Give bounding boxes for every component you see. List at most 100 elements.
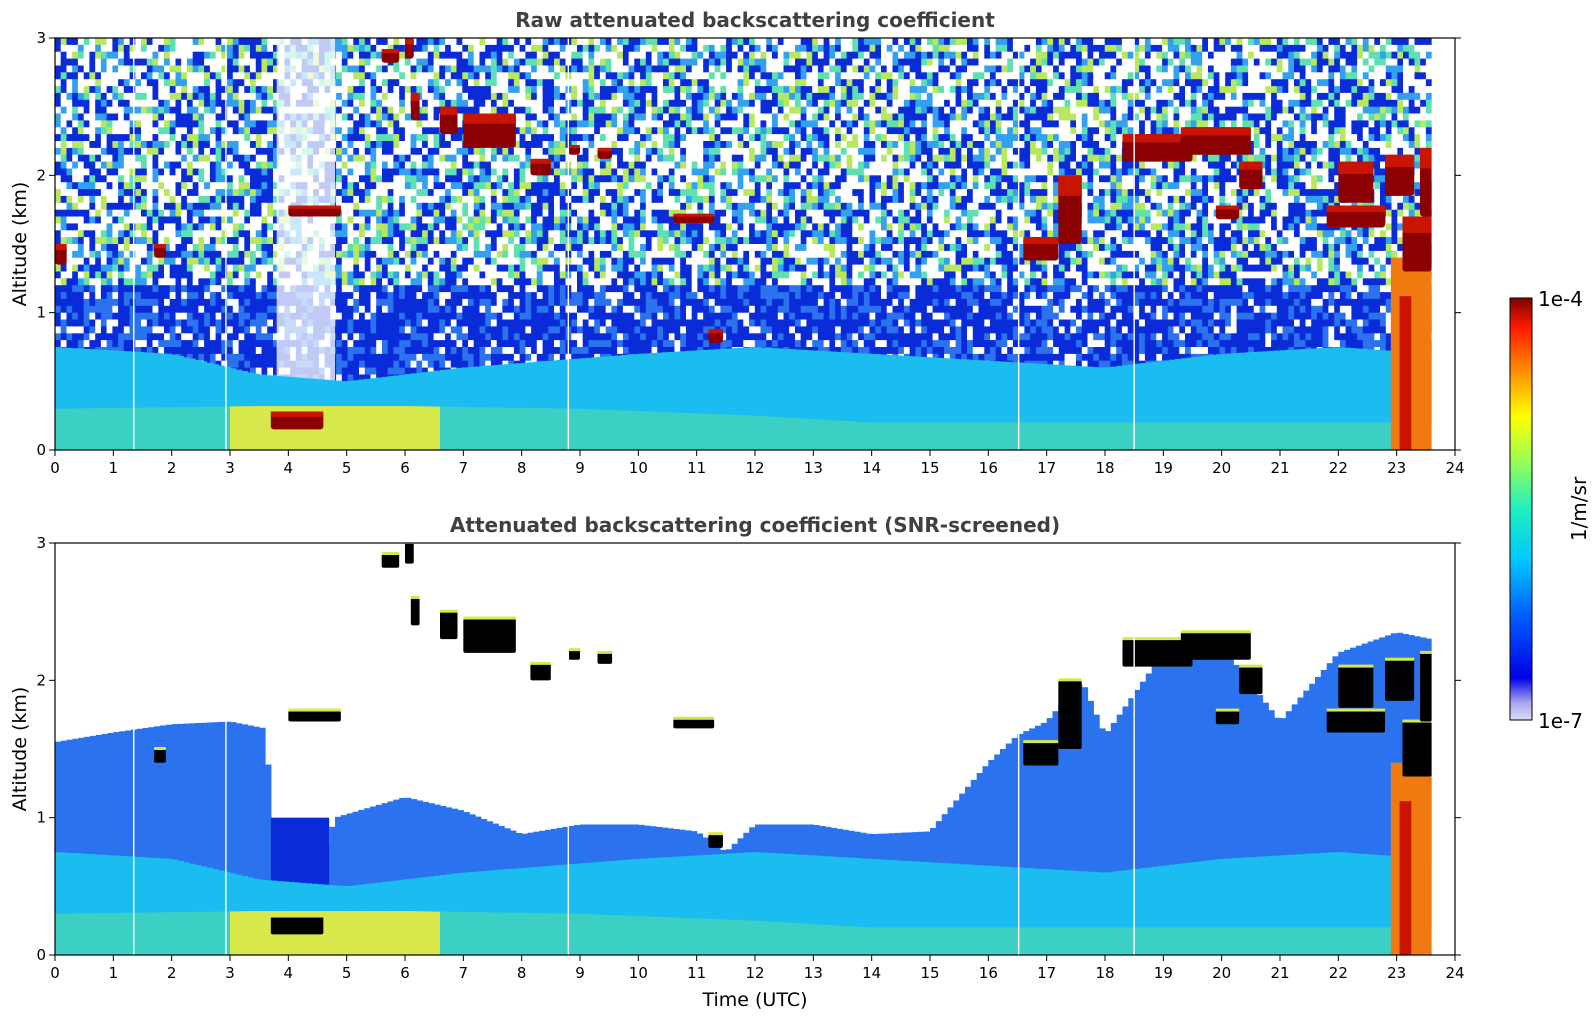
noise-cell bbox=[153, 72, 159, 80]
noise-cell bbox=[388, 292, 394, 300]
noise-cell bbox=[382, 148, 388, 156]
noise-cell bbox=[164, 299, 170, 307]
noise-cell bbox=[491, 59, 497, 67]
noise-cell bbox=[141, 100, 147, 108]
noise-cell bbox=[130, 292, 136, 300]
noise-cell bbox=[198, 196, 204, 204]
noise-cell bbox=[84, 148, 90, 156]
noise-cell bbox=[170, 347, 176, 355]
noise-cell bbox=[348, 313, 354, 321]
noise-cell bbox=[525, 66, 531, 74]
noise-cell bbox=[141, 210, 147, 218]
noise-cell bbox=[520, 148, 526, 156]
noise-cell bbox=[399, 326, 405, 334]
noise-cell bbox=[187, 347, 193, 355]
noise-cell bbox=[416, 66, 422, 74]
noise-cell bbox=[457, 223, 463, 231]
noise-cell bbox=[153, 59, 159, 67]
noise-cell bbox=[210, 93, 216, 101]
noise-cell bbox=[502, 100, 508, 108]
noise-cell bbox=[468, 100, 474, 108]
noise-cell bbox=[147, 313, 153, 321]
noise-cell bbox=[107, 52, 113, 60]
noise-cell bbox=[468, 278, 474, 286]
noise-cell bbox=[428, 333, 434, 341]
noise-cell bbox=[112, 223, 118, 231]
noise-cell bbox=[491, 299, 497, 307]
noise-cell bbox=[147, 320, 153, 328]
noise-cell bbox=[130, 127, 136, 135]
noise-cell bbox=[451, 79, 457, 87]
noise-cell bbox=[520, 299, 526, 307]
noise-cell bbox=[514, 306, 520, 314]
noise-cell bbox=[428, 59, 434, 67]
noise-cell bbox=[262, 333, 268, 341]
noise-cell bbox=[107, 45, 113, 53]
noise-cell bbox=[342, 320, 348, 328]
noise-cell bbox=[124, 203, 130, 211]
noise-cell bbox=[457, 285, 463, 293]
noise-cell bbox=[95, 79, 101, 87]
noise-cell bbox=[164, 114, 170, 122]
noise-cell bbox=[239, 347, 245, 355]
noise-cell bbox=[480, 326, 486, 334]
noise-cell bbox=[382, 217, 388, 225]
noise-cell bbox=[193, 72, 199, 80]
noise-cell bbox=[130, 189, 136, 197]
noise-cell bbox=[95, 86, 101, 94]
noise-cell bbox=[158, 86, 164, 94]
noise-cell bbox=[61, 141, 67, 149]
noise-cell bbox=[359, 72, 365, 80]
noise-cell bbox=[371, 292, 377, 300]
noise-cell bbox=[451, 265, 457, 273]
noise-cell bbox=[485, 59, 491, 67]
noise-cell bbox=[348, 237, 354, 245]
noise-cell bbox=[89, 230, 95, 238]
noise-cell bbox=[525, 93, 531, 101]
noise-cell bbox=[216, 169, 222, 177]
noise-cell bbox=[107, 299, 113, 307]
noise-cell bbox=[348, 217, 354, 225]
noise-cell bbox=[118, 169, 124, 177]
noise-cell bbox=[153, 265, 159, 273]
noise-cell bbox=[250, 79, 256, 87]
noise-cell bbox=[434, 285, 440, 293]
noise-cell bbox=[198, 306, 204, 314]
noise-cell bbox=[474, 320, 480, 328]
noise-cell bbox=[89, 45, 95, 53]
noise-cell bbox=[422, 278, 428, 286]
noise-cell bbox=[422, 107, 428, 115]
noise-cell bbox=[376, 230, 382, 238]
noise-cell bbox=[216, 306, 222, 314]
noise-cell bbox=[399, 175, 405, 183]
noise-cell bbox=[457, 258, 463, 266]
noise-cell bbox=[61, 134, 67, 142]
noise-cell bbox=[210, 72, 216, 80]
noise-cell bbox=[221, 223, 227, 231]
noise-cell bbox=[359, 175, 365, 183]
noise-cell bbox=[434, 217, 440, 225]
noise-cell bbox=[221, 203, 227, 211]
noise-cell bbox=[187, 210, 193, 218]
noise-cell bbox=[164, 217, 170, 225]
noise-cell bbox=[267, 86, 273, 94]
noise-cell bbox=[480, 306, 486, 314]
noise-cell bbox=[485, 326, 491, 334]
noise-cell bbox=[439, 251, 445, 259]
noise-cell bbox=[342, 361, 348, 369]
noise-cell bbox=[164, 141, 170, 149]
noise-cell bbox=[84, 114, 90, 122]
noise-cell bbox=[462, 38, 468, 46]
noise-cell bbox=[342, 148, 348, 156]
noise-cell bbox=[164, 258, 170, 266]
noise-cell bbox=[256, 148, 262, 156]
noise-cell bbox=[244, 59, 250, 67]
noise-cell bbox=[376, 217, 382, 225]
noise-cell bbox=[457, 340, 463, 348]
noise-cell bbox=[520, 217, 526, 225]
noise-cell bbox=[365, 265, 371, 273]
noise-cell bbox=[353, 251, 359, 259]
noise-cell bbox=[411, 162, 417, 170]
noise-cell bbox=[176, 127, 182, 135]
noise-cell bbox=[130, 120, 136, 128]
